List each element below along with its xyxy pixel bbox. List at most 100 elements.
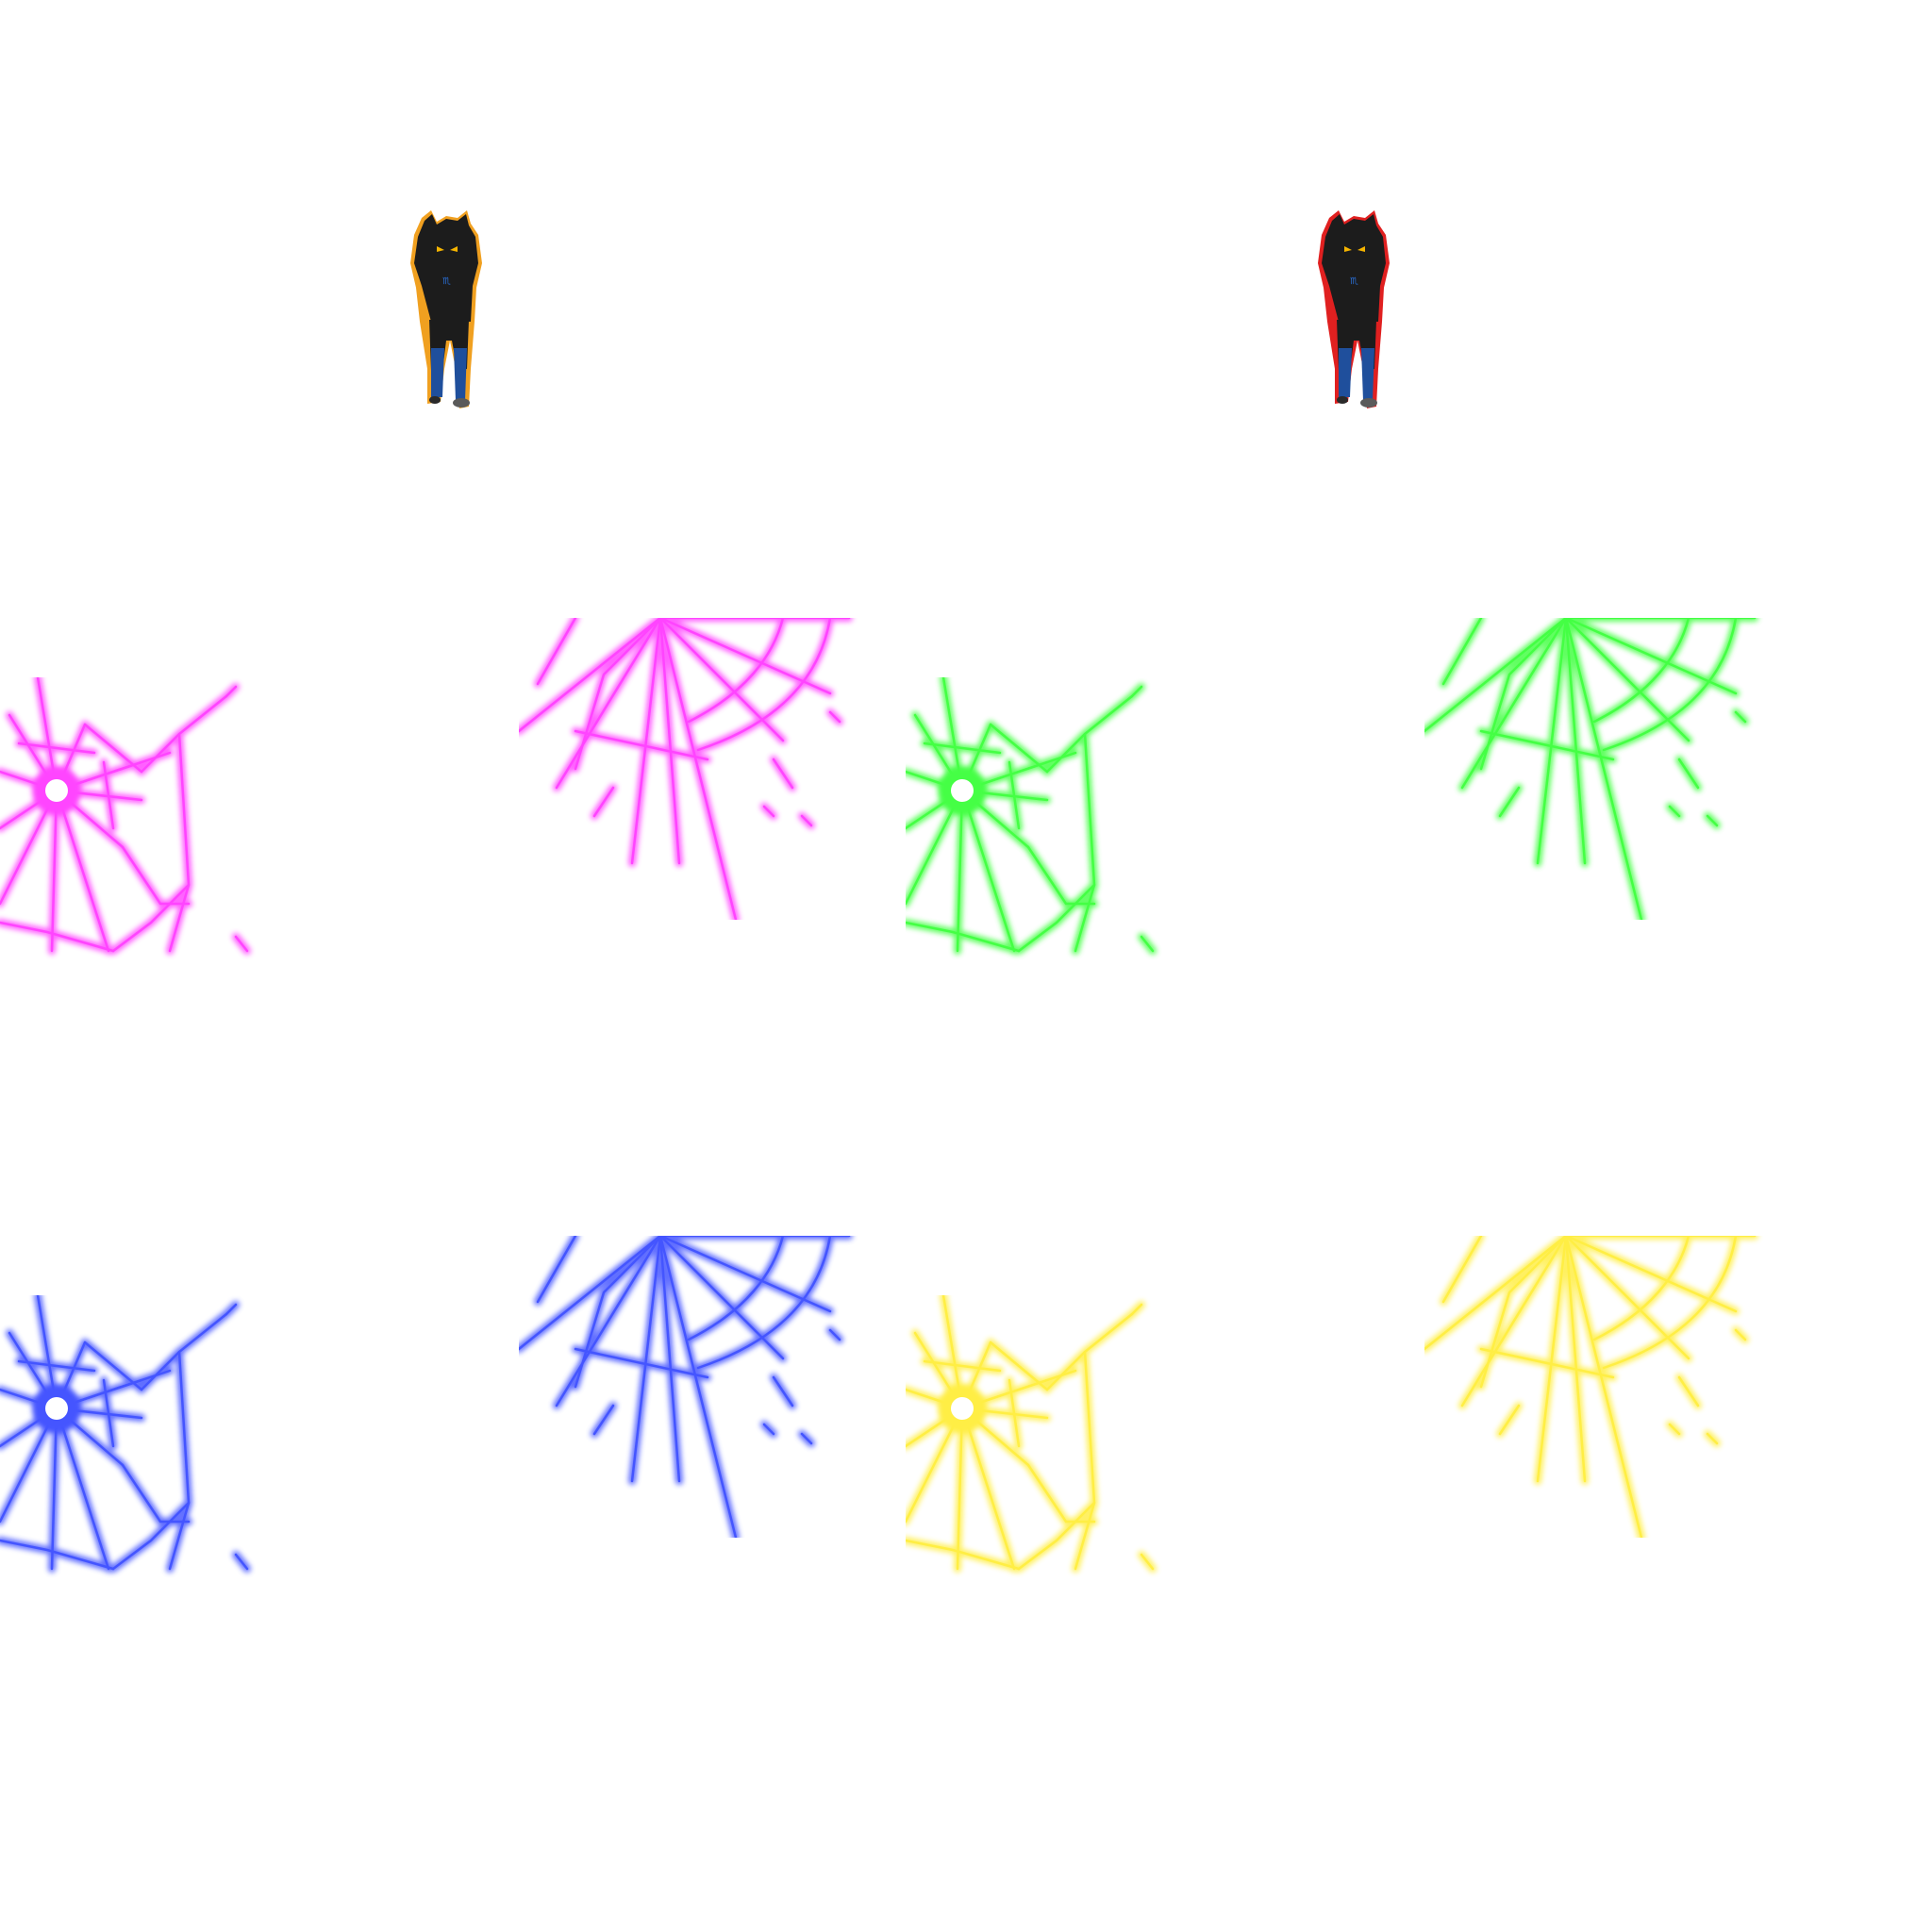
crack-line — [555, 618, 662, 790]
crack-line — [1677, 758, 1700, 790]
crack-line — [1564, 618, 1587, 865]
crack-line — [102, 760, 115, 830]
crack-line — [762, 1423, 775, 1436]
crack-line — [989, 1312, 1134, 1391]
crack-line — [574, 1347, 709, 1379]
crack-lines — [0, 1295, 249, 1571]
crack-line — [574, 618, 662, 771]
svg-text:♏: ♏ — [442, 276, 451, 287]
crack-line — [519, 1236, 662, 1351]
crack-line — [225, 685, 238, 698]
crack-lines — [1424, 1236, 1757, 1538]
crack-line — [800, 1432, 813, 1445]
crack-lines — [1424, 618, 1757, 920]
crack-line — [1668, 1423, 1681, 1436]
crack-lines — [519, 1236, 851, 1538]
crack-line — [989, 694, 1134, 774]
crack-glow — [906, 677, 1157, 955]
crack-line — [1706, 814, 1719, 827]
crack-line — [50, 1407, 58, 1571]
crack-line — [687, 618, 785, 724]
crack-line — [592, 786, 615, 818]
crack-glow — [906, 1295, 1157, 1573]
crack-line — [762, 805, 775, 818]
crack-line — [0, 921, 115, 953]
crack-line — [956, 789, 964, 953]
crack-line — [1424, 618, 1568, 733]
crack-line — [1441, 1236, 1483, 1304]
troll-character-sprite-red: ♏ — [1318, 210, 1390, 408]
impact-point — [45, 779, 68, 802]
crack-line — [111, 1501, 191, 1571]
impact-point — [45, 1397, 68, 1420]
crack-line — [121, 845, 191, 906]
crack-line — [1479, 1347, 1615, 1379]
crack-line — [658, 1236, 738, 1538]
crack-line — [1479, 1236, 1568, 1389]
crack-line — [225, 1303, 238, 1316]
crack-line — [1008, 1378, 1021, 1448]
crack-line — [1564, 618, 1738, 695]
crack-line — [1564, 618, 1643, 920]
crack-line — [1441, 618, 1483, 686]
crack-line — [1668, 805, 1681, 818]
crack-line — [102, 1378, 115, 1448]
crack-line — [772, 1375, 794, 1407]
crack-line — [234, 935, 249, 953]
troll-character-sprite-orange: ♏ — [410, 210, 482, 408]
crack-line — [1017, 1501, 1096, 1571]
crack-line — [658, 1236, 832, 1313]
crack-line — [960, 789, 1016, 953]
crack-glow — [0, 677, 251, 955]
shattered-glass-effect-blue-a — [0, 1295, 251, 1573]
crack-line — [55, 1407, 110, 1571]
crack-line — [658, 618, 681, 865]
crack-line — [0, 1539, 115, 1571]
crack-line — [658, 618, 738, 920]
crack-line — [121, 1463, 191, 1524]
crack-line — [111, 883, 191, 953]
crack-line — [923, 741, 1002, 755]
crack-line — [1564, 1236, 1738, 1313]
impact-point — [951, 1397, 974, 1420]
crack-line — [772, 758, 794, 790]
crack-line — [960, 1407, 1016, 1571]
crack-line — [828, 1328, 841, 1341]
crack-line — [800, 814, 813, 827]
crack-line — [1498, 1404, 1521, 1436]
crack-line — [1564, 1236, 1643, 1538]
crack-line — [630, 618, 662, 865]
crack-line — [519, 618, 662, 733]
crack-line — [50, 789, 58, 953]
crack-line — [17, 741, 96, 755]
crack-line — [828, 710, 841, 724]
crack-line — [906, 1539, 1021, 1571]
crack-line — [234, 1553, 249, 1571]
crack-lines — [906, 1295, 1155, 1571]
crack-line — [1460, 618, 1568, 790]
shattered-glass-effect-yellow-b — [1424, 1236, 1758, 1538]
crack-line — [536, 1236, 577, 1304]
crack-line — [923, 1359, 1002, 1373]
character-body: ♏ — [414, 214, 478, 408]
crack-line — [906, 921, 1021, 953]
shattered-glass-effect-green-b — [1424, 618, 1758, 920]
crack-line — [1677, 1375, 1700, 1407]
crack-line — [1602, 1236, 1738, 1370]
crack-line — [1536, 1236, 1568, 1483]
crack-line — [687, 1236, 785, 1341]
crack-line — [574, 1236, 662, 1389]
crack-line — [1602, 618, 1738, 752]
crack-line — [1536, 618, 1568, 865]
crack-line — [1498, 786, 1521, 818]
shattered-glass-effect-green-a — [906, 677, 1157, 955]
character-body: ♏ — [1322, 214, 1386, 408]
crack-line — [1734, 710, 1747, 724]
crack-line — [55, 789, 110, 953]
crack-line — [1026, 845, 1096, 906]
crack-lines — [906, 677, 1155, 953]
crack-line — [1592, 1236, 1690, 1341]
crack-lines — [519, 618, 851, 920]
crack-line — [658, 1236, 681, 1483]
crack-line — [956, 1407, 964, 1571]
